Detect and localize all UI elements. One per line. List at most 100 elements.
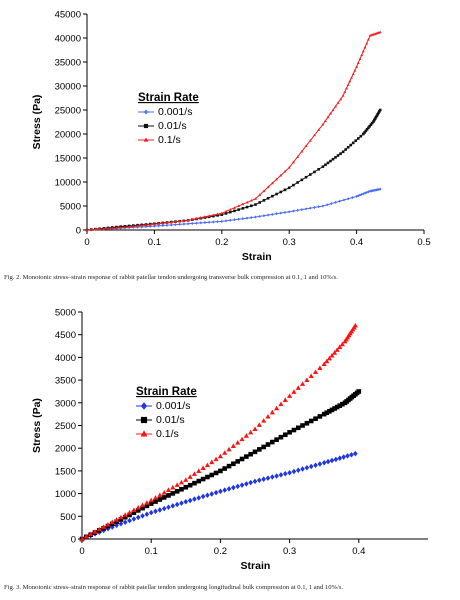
data-point (249, 204, 253, 208)
legend-swatch-marker (140, 402, 148, 410)
y-tick-label: 10000 (55, 178, 81, 189)
data-point (157, 222, 161, 225)
data-point (233, 206, 236, 209)
data-point (278, 401, 284, 407)
data-point (326, 115, 330, 119)
x-tick-label: 0.3 (283, 237, 296, 248)
data-point (300, 466, 305, 472)
data-point (257, 447, 262, 452)
data-point (196, 468, 202, 473)
data-point (346, 146, 350, 149)
figure-2-caption: Fig. 2. Monotonic stress–strain response… (4, 274, 338, 281)
series-0-01-s (85, 108, 382, 232)
data-point (220, 213, 224, 216)
data-point (372, 120, 375, 123)
data-point (174, 220, 177, 223)
data-point (226, 486, 232, 492)
data-point (321, 361, 327, 367)
data-point (123, 225, 127, 229)
data-point (360, 53, 364, 57)
data-point (354, 139, 358, 142)
x-tick-label: 0.4 (352, 546, 365, 557)
data-point (226, 446, 232, 452)
data-point (161, 489, 167, 495)
data-point (140, 225, 144, 229)
data-point (169, 220, 173, 224)
legend-label: 0.001/s (156, 400, 190, 412)
series-0-1-s (85, 30, 382, 232)
data-point (346, 197, 350, 201)
data-point (237, 204, 241, 208)
data-point (377, 187, 381, 191)
data-point (373, 117, 377, 120)
data-point (245, 200, 249, 204)
data-point (187, 482, 193, 488)
data-point (135, 514, 141, 521)
data-point (321, 459, 327, 466)
legend-title: Strain Rate (138, 92, 199, 104)
data-point (265, 413, 271, 419)
data-point (339, 97, 343, 101)
data-point (266, 196, 270, 200)
data-point (376, 113, 379, 116)
data-point (317, 167, 320, 171)
data-point (317, 128, 321, 131)
data-point (359, 134, 363, 138)
data-point (278, 472, 284, 478)
data-point (287, 186, 291, 190)
data-point (351, 141, 355, 145)
data-point (283, 210, 287, 214)
data-point (278, 434, 284, 440)
data-point (271, 212, 274, 216)
data-point (336, 154, 340, 157)
data-point (248, 429, 254, 435)
data-point (199, 216, 203, 219)
data-point (148, 497, 154, 503)
data-point (239, 436, 245, 442)
data-point (183, 484, 189, 490)
data-point (345, 86, 348, 90)
data-point (144, 511, 150, 518)
data-point (262, 199, 266, 202)
data-point (275, 177, 278, 181)
y-tick-label: 15000 (55, 154, 81, 165)
data-point (192, 496, 197, 502)
data-point (213, 489, 219, 496)
data-point (352, 322, 358, 328)
data-point (226, 463, 232, 469)
y-tick-label: 1500 (55, 466, 76, 477)
data-point (118, 517, 124, 522)
data-point (334, 200, 337, 204)
data-point (79, 536, 85, 541)
data-point (245, 216, 249, 220)
data-point (341, 454, 346, 460)
stress-strain-chart-longitudinal: 0 500 1000 1500 2000 2500 3000 3500 4000 4500 5000… (31, 308, 428, 572)
data-point (93, 227, 97, 231)
data-point (88, 531, 94, 537)
data-point (261, 476, 266, 482)
data-point (329, 352, 335, 358)
data-point (216, 212, 220, 216)
y-tick-label: 25000 (55, 106, 81, 117)
data-point (157, 497, 163, 502)
data-point (192, 480, 197, 486)
data-point (200, 476, 206, 482)
data-point (191, 471, 197, 476)
data-point (329, 159, 332, 163)
data-point (190, 217, 194, 221)
data-point (361, 49, 365, 53)
data-point (200, 465, 206, 471)
data-point (313, 170, 316, 174)
data-point (186, 218, 190, 222)
data-point (96, 526, 102, 532)
x-tick-label: 0.4 (350, 237, 363, 248)
data-point (254, 215, 257, 219)
data-point (331, 108, 335, 112)
data-point (341, 150, 345, 154)
data-point (165, 487, 172, 493)
data-point (85, 228, 89, 232)
data-point (295, 385, 301, 390)
data-point (83, 533, 89, 539)
data-point (119, 226, 123, 229)
data-point (282, 471, 288, 477)
